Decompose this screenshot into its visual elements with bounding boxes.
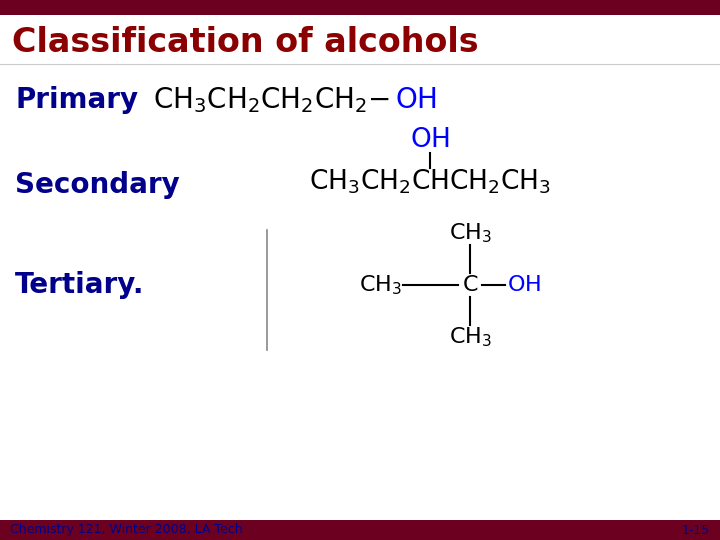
Text: Tertiary.: Tertiary. [15,271,145,299]
Text: $\mathregular{CH_3}$: $\mathregular{CH_3}$ [449,325,492,349]
Text: 1-15: 1-15 [682,523,710,537]
Text: $\mathregular{CH_3}$: $\mathregular{CH_3}$ [359,273,402,297]
Text: Chemistry 121, Winter 2008, LA Tech: Chemistry 121, Winter 2008, LA Tech [10,523,243,537]
Bar [0,520,720,540]
Text: $\mathregular{C}$: $\mathregular{C}$ [462,275,478,295]
Text: $\mathregular{OH}$: $\mathregular{OH}$ [395,86,437,114]
Text: $\mathregular{CH_3}$: $\mathregular{CH_3}$ [449,221,492,245]
Text: $\mathregular{CH_3CH_2CHCH_2CH_3}$: $\mathregular{CH_3CH_2CHCH_2CH_3}$ [309,168,551,196]
Text: $\mathregular{OH}$: $\mathregular{OH}$ [507,275,541,295]
Bar [0,0,720,15]
Text: Primary: Primary [15,86,138,114]
Text: Classification of alcohols: Classification of alcohols [12,25,479,58]
Text: Secondary: Secondary [15,171,180,199]
Text: $\mathregular{CH_3CH_2CH_2CH_2{-}}$: $\mathregular{CH_3CH_2CH_2CH_2{-}}$ [153,85,390,115]
Text: $\mathregular{OH}$: $\mathregular{OH}$ [410,127,450,153]
